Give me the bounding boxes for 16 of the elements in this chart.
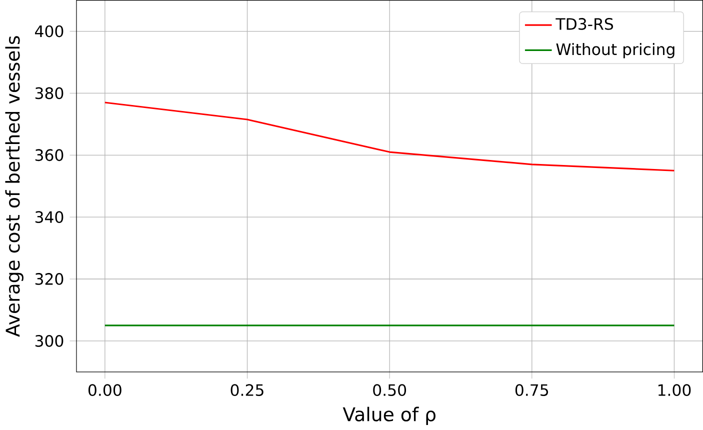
x-tick-label: 1.00 xyxy=(658,384,691,396)
x-axis-title: Value of ρ xyxy=(342,406,436,425)
y-tick-label: 300 xyxy=(35,334,64,347)
x-tick-label: 0.25 xyxy=(230,384,264,396)
y-tick-label: 320 xyxy=(35,272,64,285)
y-tick-label: 340 xyxy=(35,210,64,223)
y-tick-label: 380 xyxy=(35,87,64,100)
legend-label: TD3-RS xyxy=(556,18,614,30)
legend-label: Without pricing xyxy=(556,42,674,58)
y-tick-label: 360 xyxy=(35,149,64,161)
x-tick-label: 0.00 xyxy=(88,384,122,396)
x-tick-label: 0.50 xyxy=(373,384,406,396)
x-tick-label: 0.75 xyxy=(515,384,548,396)
y-axis-title: Average cost of berthed vessels xyxy=(5,36,24,337)
y-tick-label: 400 xyxy=(35,25,64,38)
line-series xyxy=(104,102,676,172)
